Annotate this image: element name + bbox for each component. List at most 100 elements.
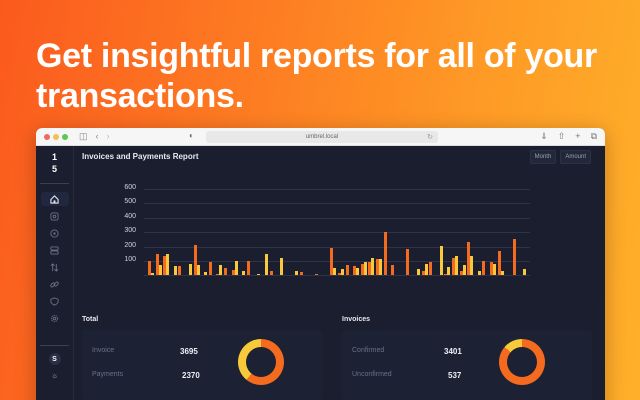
invoice-bar[interactable]	[376, 259, 379, 275]
invoices-donut-chart	[499, 339, 545, 385]
invoice-bar[interactable]	[338, 272, 341, 275]
sidebar-item-home[interactable]	[40, 192, 69, 206]
invoice-bar[interactable]	[482, 260, 486, 275]
invoice-bar[interactable]	[444, 273, 448, 275]
sidebar-icon[interactable]: ◫	[79, 131, 88, 141]
zoom-window-button[interactable]	[62, 133, 68, 140]
invoice-bar[interactable]	[224, 267, 227, 275]
payment-bar[interactable]	[462, 264, 466, 275]
y-tick: 100	[124, 256, 136, 263]
reload-icon[interactable]: ↻	[427, 134, 433, 141]
forward-icon[interactable]: ›	[106, 131, 110, 141]
sidebar-item-apps[interactable]	[41, 209, 69, 223]
payment-bar[interactable]	[166, 253, 170, 275]
link-icon	[50, 281, 59, 287]
invoice-bar[interactable]	[497, 250, 501, 275]
sidebar-item-server[interactable]	[41, 243, 69, 257]
sidebar-item-settings[interactable]	[41, 311, 69, 325]
invoice-bar[interactable]	[353, 266, 357, 275]
gear-icon	[50, 314, 59, 322]
payment-bar[interactable]	[151, 272, 154, 275]
invoice-bar[interactable]	[368, 262, 372, 275]
address-bar[interactable]: umbrel.local ↻	[206, 131, 438, 143]
payment-bar[interactable]	[189, 263, 192, 275]
payment-bar[interactable]	[523, 269, 527, 275]
payment-bar[interactable]	[379, 259, 382, 275]
payment-bar[interactable]	[493, 263, 496, 275]
download-icon[interactable]: ⇓	[540, 131, 548, 141]
invoice-bar[interactable]	[148, 260, 151, 275]
report-toggles: Month Amount	[529, 150, 591, 164]
invoice-bar[interactable]	[269, 270, 273, 275]
invoice-bar[interactable]	[452, 257, 455, 275]
payment-bar[interactable]	[242, 270, 246, 275]
tabs-icon[interactable]: ⧉	[590, 131, 597, 141]
invoice-bar[interactable]	[383, 232, 387, 275]
invoice-label: Invoice	[92, 347, 115, 354]
payment-bar[interactable]	[295, 270, 299, 275]
invoice-bar[interactable]	[467, 242, 471, 275]
share-icon[interactable]: ⇧	[557, 131, 566, 141]
back-icon[interactable]: ‹	[95, 131, 99, 141]
sidebar-item-transactions[interactable]	[41, 260, 69, 274]
payment-bar[interactable]	[257, 273, 261, 275]
new-tab-icon[interactable]: +	[575, 131, 581, 141]
close-window-button[interactable]	[44, 133, 50, 140]
payment-bar[interactable]	[158, 264, 162, 275]
invoice-bar[interactable]	[216, 273, 220, 275]
invoice-bar[interactable]	[193, 244, 197, 275]
avatar[interactable]: S	[48, 353, 61, 365]
payment-bar[interactable]	[417, 268, 420, 275]
payment-bar[interactable]	[234, 260, 238, 275]
invoice-bar[interactable]	[231, 269, 235, 275]
invoice-bar[interactable]	[300, 272, 303, 275]
invoice-bar[interactable]	[459, 270, 463, 275]
payment-bar[interactable]	[173, 266, 177, 275]
invoice-bar[interactable]	[490, 262, 493, 275]
payment-bar[interactable]	[447, 267, 451, 275]
payment-bar[interactable]	[477, 270, 481, 275]
payment-bar[interactable]	[371, 257, 375, 275]
invoice-bar[interactable]	[208, 262, 212, 275]
invoice-bar[interactable]	[512, 239, 516, 275]
invoice-bar[interactable]	[345, 264, 349, 275]
payment-bar[interactable]	[470, 256, 474, 275]
payment-bar[interactable]	[341, 269, 344, 275]
invoice-bar[interactable]	[155, 253, 159, 275]
invoice-bar[interactable]	[163, 256, 167, 275]
minimize-window-button[interactable]	[53, 133, 59, 140]
payment-bar[interactable]	[424, 263, 428, 275]
payment-bar[interactable]	[439, 246, 443, 275]
invoice-bar[interactable]	[421, 270, 425, 275]
invoice-bar[interactable]	[330, 247, 334, 275]
gridline	[144, 247, 530, 248]
payment-bar[interactable]	[265, 253, 268, 275]
invoice-bar[interactable]	[178, 266, 182, 275]
sun-icon[interactable]: ☼	[50, 371, 59, 380]
invoice-bar[interactable]	[406, 249, 410, 275]
invoice-bar[interactable]	[391, 264, 395, 275]
month-toggle[interactable]: Month	[529, 150, 557, 164]
payment-bar[interactable]	[363, 262, 367, 275]
amount-toggle[interactable]: Amount	[560, 150, 591, 164]
invoice-bar[interactable]	[360, 263, 364, 275]
payment-bar[interactable]	[333, 267, 337, 275]
payment-bar[interactable]	[204, 272, 208, 275]
confirmed-label: Confirmed	[352, 347, 385, 354]
payment-bar[interactable]	[280, 257, 284, 275]
logo[interactable]: 1 5	[36, 146, 73, 175]
payment-bar[interactable]	[500, 271, 504, 275]
payment-bar[interactable]	[219, 264, 223, 275]
sidebar-item-security[interactable]	[41, 294, 69, 308]
y-tick: 600	[124, 184, 136, 191]
privacy-icon[interactable]: ◐	[189, 131, 194, 140]
sidebar-item-network[interactable]	[41, 226, 69, 240]
invoice-bar[interactable]	[429, 262, 433, 275]
payment-bar[interactable]	[455, 256, 458, 275]
invoice-bar[interactable]	[246, 260, 250, 275]
payment-bar[interactable]	[356, 267, 360, 275]
payment-bar[interactable]	[196, 264, 200, 275]
sidebar-item-links[interactable]	[41, 277, 69, 291]
logo-top: 1	[51, 152, 57, 162]
invoice-bar[interactable]	[315, 273, 319, 275]
